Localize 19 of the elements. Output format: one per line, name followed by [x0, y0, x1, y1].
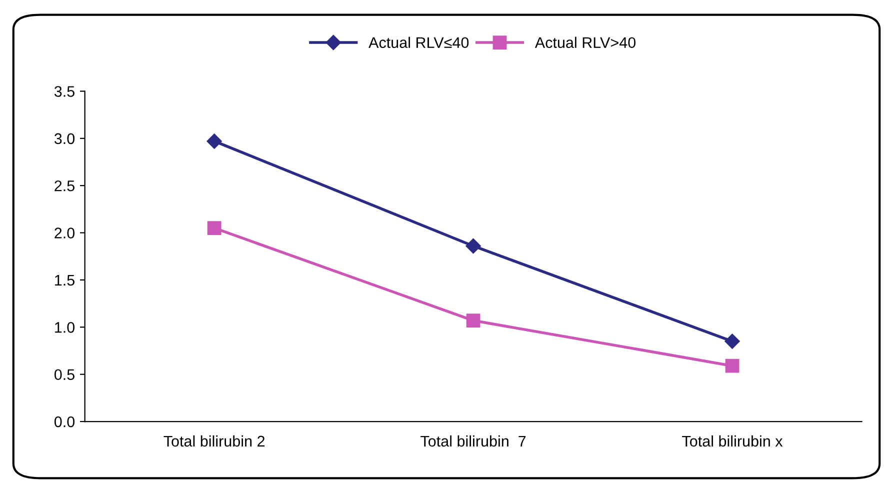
x-tick-label: Total bilirubin 2: [164, 435, 265, 447]
point: [207, 221, 222, 235]
point: [724, 334, 740, 349]
point: [466, 238, 481, 254]
point: [206, 134, 222, 149]
point: [466, 314, 480, 328]
x-tick-label: Total bilirubin 7: [420, 435, 526, 447]
y-tick-label: 1.0: [55, 322, 75, 333]
legend-label: Actual RLV>40: [534, 36, 636, 48]
y-tick-label: 3.5: [54, 86, 74, 97]
y-tick-label: 2.5: [54, 180, 74, 192]
y-tick-label: 2.0: [54, 228, 75, 238]
y-tick-label: 0.5: [54, 369, 74, 380]
x-tick-label: Total bilirubin x: [682, 435, 783, 447]
point: [725, 358, 740, 373]
y-tick-label: 3.0: [54, 133, 75, 144]
y-tick-label: 0.0: [54, 416, 75, 428]
legend-label: Actual RLV≤40: [368, 36, 469, 48]
y-tick-label: 1.5: [55, 274, 74, 286]
